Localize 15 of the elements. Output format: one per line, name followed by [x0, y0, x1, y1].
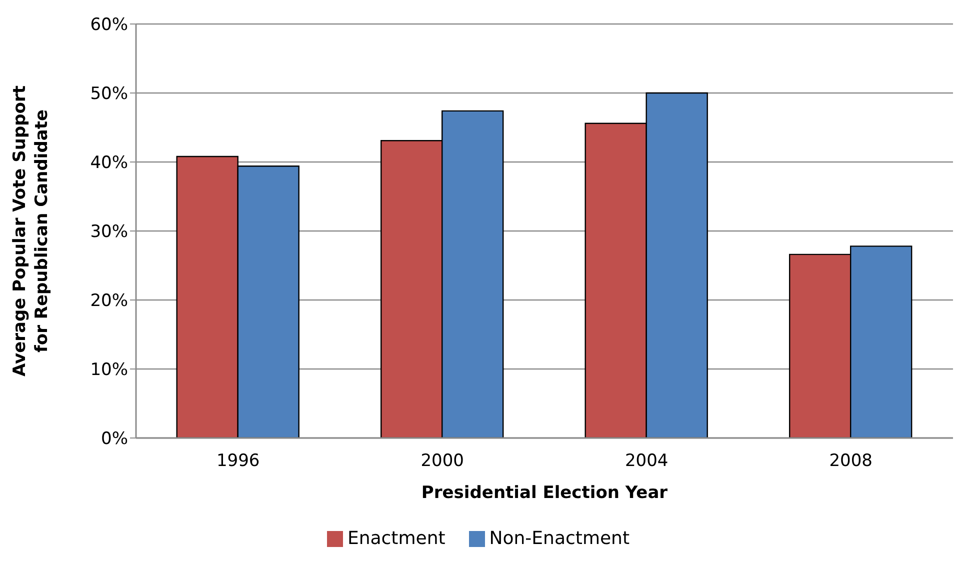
y-tick-label: 40% [90, 153, 128, 174]
y-tick-label: 60% [90, 15, 128, 36]
x-tick-label: 2004 [624, 451, 668, 472]
x-tick-label: 2008 [829, 451, 873, 472]
y-tick-label: 20% [90, 291, 128, 312]
x-tick-label: 2000 [420, 451, 464, 472]
x-axis-title: Presidential Election Year [421, 483, 668, 504]
legend-label: Enactment [347, 528, 446, 549]
y-tick-label: 30% [90, 222, 128, 242]
legend-label: Non-Enactment [489, 528, 630, 549]
y-tick-label: 50% [90, 84, 128, 104]
y-axis-title: Average Popular Vote Support for Republican Candidate [10, 85, 52, 377]
x-tick-label: 1996 [216, 451, 260, 472]
y-tick-label: 0% [101, 429, 128, 450]
y-tick-label: 10% [90, 360, 128, 380]
